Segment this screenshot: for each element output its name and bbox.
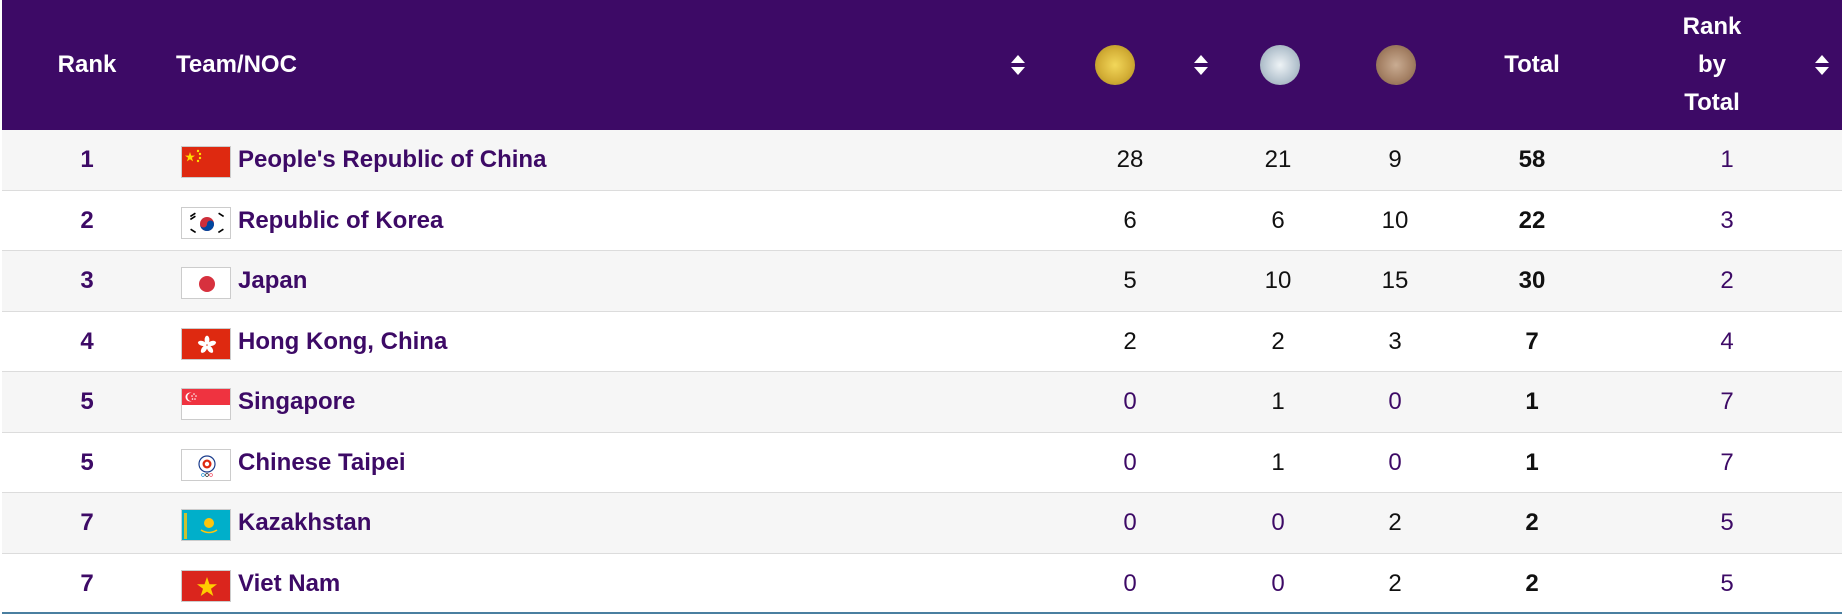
total-count: 1 — [1525, 388, 1539, 415]
team-link[interactable]: Viet Nam — [238, 569, 341, 597]
rank-cell: 7 — [80, 509, 94, 536]
silver-count: 2 — [1271, 327, 1285, 355]
table-row: 2 Republic of Korea 6 6 10 22 3 — [2, 190, 1842, 251]
rank-by-total-cell: 4 — [1720, 327, 1734, 355]
total-count: 58 — [1518, 146, 1546, 173]
team-link[interactable]: Japan — [238, 267, 308, 294]
bronze-count: 15 — [1381, 267, 1409, 294]
bronze-count: 0 — [1388, 448, 1402, 476]
gold-medal-icon — [1095, 45, 1135, 85]
gold-count: 0 — [1123, 569, 1137, 597]
rank-cell: 5 — [80, 388, 94, 415]
hong-kong-flag-icon — [181, 327, 231, 360]
rank-by-total-header-line3[interactable]: Total — [1684, 89, 1740, 116]
rank-cell: 4 — [80, 327, 94, 355]
silver-count: 0 — [1271, 509, 1285, 536]
bronze-count: 9 — [1388, 146, 1402, 173]
rank-by-total-cell: 5 — [1720, 509, 1734, 536]
team-link[interactable]: Singapore — [238, 388, 356, 415]
silver-count: 10 — [1264, 267, 1292, 294]
rank-by-total-cell: 3 — [1720, 206, 1734, 234]
kazakhstan-flag-icon — [181, 509, 231, 541]
gold-count: 6 — [1123, 206, 1137, 234]
table-row: 7 Kazakhstan 0 0 2 2 5 — [2, 493, 1842, 554]
total-count: 2 — [1525, 569, 1539, 597]
singapore-flag-icon — [181, 388, 231, 420]
total-count: 7 — [1525, 327, 1539, 355]
silver-count: 1 — [1271, 448, 1285, 476]
japan-flag-icon — [181, 267, 231, 299]
total-count: 30 — [1518, 267, 1546, 294]
gold-count: 28 — [1116, 146, 1144, 173]
rank-cell: 3 — [80, 267, 94, 294]
silver-count: 1 — [1271, 388, 1285, 415]
bronze-count: 10 — [1381, 206, 1409, 234]
rank-by-total-cell: 5 — [1720, 569, 1734, 597]
team-sort-icon[interactable] — [1011, 55, 1025, 75]
rank-cell: 5 — [80, 448, 94, 476]
korea-flag-icon — [181, 206, 231, 239]
table-row: 7 Viet Nam 0 0 2 2 5 — [2, 553, 1842, 614]
silver-count: 0 — [1271, 569, 1285, 597]
gold-count: 0 — [1123, 388, 1137, 415]
rank-cell: 7 — [80, 569, 94, 597]
silver-medal-icon — [1260, 45, 1300, 85]
rank-by-total-cell: 7 — [1720, 388, 1734, 415]
silver-count: 21 — [1264, 146, 1292, 173]
rank-by-total-cell: 7 — [1720, 448, 1734, 476]
bronze-count: 0 — [1388, 388, 1402, 415]
rank-by-total-header-line2[interactable]: by — [1697, 51, 1726, 78]
table-row: 1 People's Republic of China 28 21 9 58 … — [2, 130, 1842, 191]
table-row: 5 Singapore 0 1 0 1 7 — [2, 372, 1842, 433]
bronze-medal-icon — [1376, 45, 1416, 85]
bronze-count: 2 — [1388, 569, 1402, 597]
viet-nam-flag-icon — [181, 569, 231, 602]
total-count: 2 — [1525, 509, 1539, 536]
silver-count: 6 — [1271, 206, 1285, 234]
table-header: Rank Team/NOC Total Rank by Total — [2, 0, 1842, 130]
team-header[interactable]: Team/NOC — [176, 51, 297, 78]
china-flag-icon — [181, 146, 231, 178]
gold-count: 2 — [1123, 327, 1137, 355]
rank-by-total-header-line1[interactable]: Rank — [1682, 13, 1742, 40]
bronze-count: 2 — [1388, 509, 1402, 536]
rank-cell: 1 — [80, 146, 94, 173]
team-link[interactable]: Republic of Korea — [238, 206, 444, 234]
rank-by-total-cell: 1 — [1720, 146, 1734, 173]
total-header[interactable]: Total — [1504, 51, 1560, 78]
total-count: 22 — [1518, 206, 1546, 234]
team-link[interactable]: Kazakhstan — [238, 509, 372, 536]
gold-count: 0 — [1123, 509, 1137, 536]
rank-by-total-cell: 2 — [1720, 267, 1734, 294]
team-link[interactable]: People's Republic of China — [238, 146, 547, 173]
chinese-taipei-flag-icon — [181, 448, 231, 481]
bronze-count: 3 — [1388, 327, 1402, 355]
table-row: 4 Hong Kong, China 2 2 3 7 4 — [2, 311, 1842, 372]
team-link[interactable]: Chinese Taipei — [238, 448, 406, 476]
rank-cell: 2 — [80, 206, 94, 234]
rank-header[interactable]: Rank — [57, 51, 117, 78]
table-row: 5 Chinese Taipei 0 1 0 1 7 — [2, 432, 1842, 493]
gold-count: 5 — [1123, 267, 1137, 294]
table-body: 1 People's Republic of China 28 21 9 58 … — [2, 130, 1842, 614]
table-bottom-border — [2, 612, 1842, 614]
table-row: 3 Japan 5 10 15 30 2 — [2, 251, 1842, 312]
team-link[interactable]: Hong Kong, China — [238, 327, 448, 355]
rank-by-total-sort-icon[interactable] — [1815, 55, 1829, 75]
gold-count: 0 — [1123, 448, 1137, 476]
total-count: 1 — [1525, 448, 1539, 476]
gold-sort-icon[interactable] — [1194, 55, 1208, 75]
